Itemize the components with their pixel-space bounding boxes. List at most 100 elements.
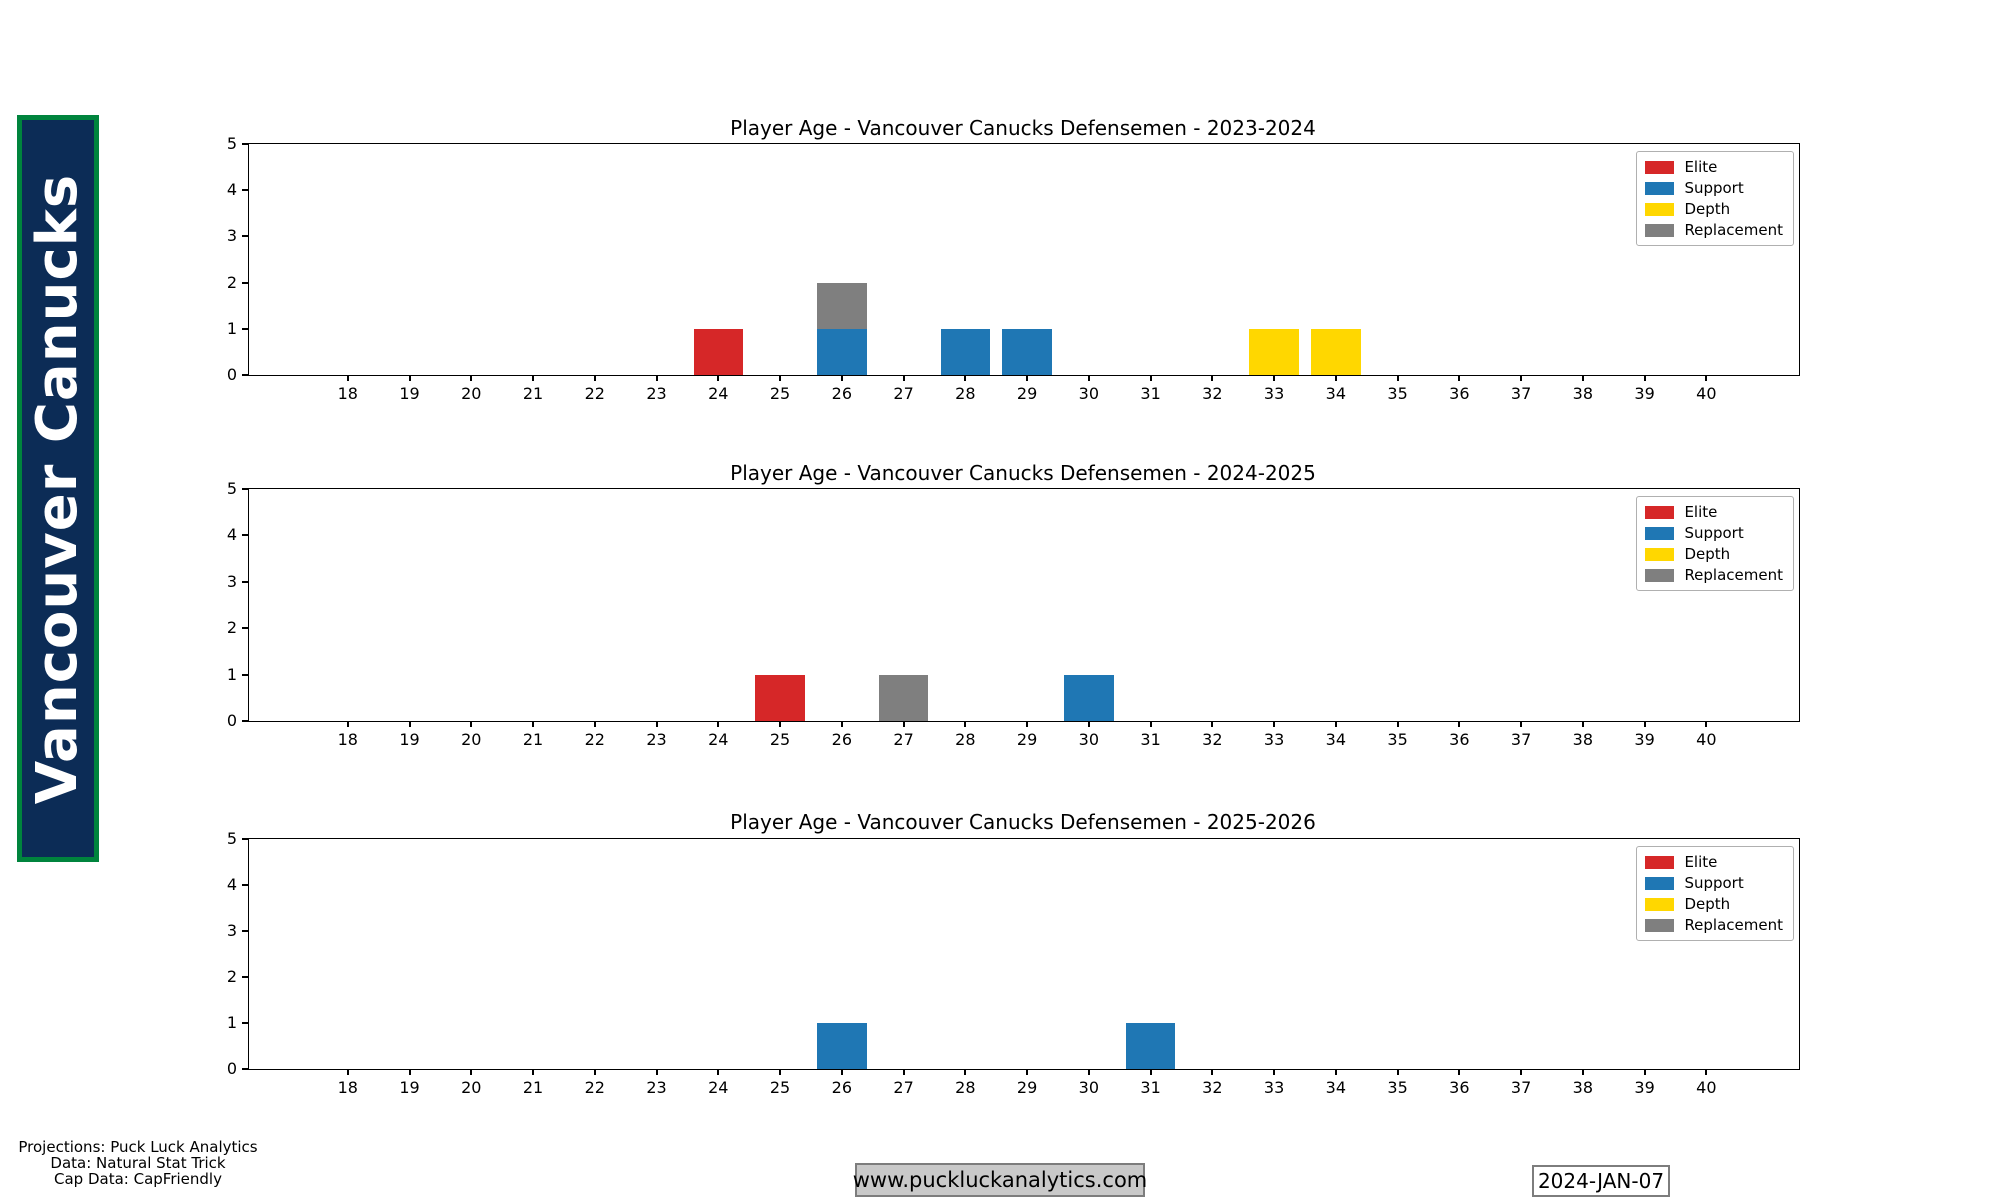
x-axis-tick-label: 28 — [955, 730, 976, 749]
x-axis-tick — [717, 1070, 720, 1075]
legend-swatch-replacement — [1645, 568, 1675, 582]
y-axis-tick-label: 2 — [226, 618, 237, 638]
x-axis-tick-label: 39 — [1634, 730, 1655, 749]
x-axis-tick — [1396, 376, 1399, 381]
x-axis-tick — [655, 376, 658, 381]
legend-label: Elite — [1684, 158, 1718, 176]
y-axis-tick — [242, 374, 248, 376]
x-axis-tick-label: 22 — [584, 730, 605, 749]
x-axis-tick — [346, 1070, 349, 1075]
x-axis-tick-label: 20 — [461, 1078, 482, 1097]
footer-credits: Projections: Puck Luck Analytics Data: N… — [12, 1139, 264, 1187]
y-axis-tick — [242, 1068, 248, 1070]
legend-item: Replacement — [1645, 566, 1783, 584]
bar-support-age-31 — [1125, 1023, 1176, 1069]
x-axis-tick-label: 18 — [337, 1078, 358, 1097]
x-axis-tick — [1396, 1070, 1399, 1075]
x-axis-tick-label: 20 — [461, 384, 482, 403]
y-axis-tick — [242, 189, 248, 192]
x-axis-tick-label: 25 — [769, 1078, 791, 1097]
x-axis-tick — [1334, 722, 1337, 727]
x-axis-tick — [1334, 376, 1337, 381]
x-axis-tick-label: 32 — [1202, 730, 1223, 749]
y-axis-tick-label: 5 — [226, 134, 237, 153]
x-axis-tick — [840, 376, 843, 381]
y-axis-tick — [242, 580, 248, 583]
legend-swatch-support — [1645, 526, 1675, 540]
x-axis-tick-label: 30 — [1078, 730, 1099, 749]
x-axis-tick-label: 36 — [1449, 1078, 1470, 1097]
x-axis-tick — [1581, 722, 1584, 727]
bar-support-age-28 — [940, 328, 991, 375]
x-axis-tick-label: 31 — [1140, 1078, 1161, 1097]
x-axis-tick-label: 25 — [769, 730, 791, 749]
y-axis-tick — [242, 627, 248, 630]
x-axis-tick — [1087, 722, 1090, 727]
x-axis-tick — [408, 722, 411, 727]
x-axis-tick — [717, 722, 720, 727]
y-axis-tick-label: 5 — [226, 479, 237, 498]
x-axis-tick-label: 28 — [955, 384, 976, 403]
x-axis-tick-label: 31 — [1140, 384, 1161, 403]
x-axis-tick-label: 35 — [1387, 384, 1408, 403]
chart-title-2023-2024: Player Age - Vancouver Canucks Defenseme… — [730, 116, 1316, 140]
y-axis-tick-label: 0 — [226, 711, 237, 730]
legend-swatch-replacement — [1645, 918, 1675, 932]
y-axis-tick — [242, 235, 248, 238]
x-axis-tick — [717, 376, 720, 381]
x-axis-tick — [593, 722, 596, 727]
y-axis-tick — [242, 143, 248, 145]
x-axis-tick — [964, 722, 967, 727]
x-axis-tick-label: 20 — [461, 730, 482, 749]
x-axis-tick-label: 19 — [399, 384, 420, 403]
x-axis-tick-label: 35 — [1387, 730, 1408, 749]
y-axis-tick-label: 1 — [226, 1013, 237, 1032]
x-axis-tick-label: 37 — [1510, 1078, 1532, 1097]
footer-credit-data: Data: Natural Stat Trick — [50, 1154, 226, 1172]
bar-support-age-26 — [817, 328, 867, 375]
legend-item: Depth — [1645, 545, 1783, 563]
bar-elite-age-25 — [755, 674, 805, 721]
x-axis-tick-label: 30 — [1078, 384, 1099, 403]
y-axis-tick — [242, 673, 248, 676]
x-axis-tick — [964, 1070, 967, 1075]
x-axis-tick-label: 39 — [1634, 384, 1655, 403]
x-axis-tick — [1643, 722, 1646, 727]
legend-label: Depth — [1684, 545, 1731, 563]
x-axis-tick — [1458, 722, 1461, 727]
x-axis-tick — [1520, 1070, 1523, 1075]
x-axis-tick — [1705, 722, 1708, 727]
y-axis-tick — [242, 327, 248, 330]
y-axis-tick — [242, 488, 248, 490]
x-axis-tick — [346, 376, 349, 381]
date-label: 2024-JAN-07 — [1537, 1169, 1665, 1193]
chart-title-2024-2025: Player Age - Vancouver Canucks Defenseme… — [730, 461, 1316, 485]
bar-replacement-age-26 — [817, 282, 867, 329]
x-axis-tick-label: 33 — [1263, 730, 1285, 749]
legend-swatch-elite — [1645, 505, 1675, 519]
x-axis-tick — [408, 376, 411, 381]
legend-swatch-elite — [1645, 160, 1675, 174]
x-axis-tick-label: 29 — [1016, 384, 1038, 403]
x-axis-tick — [779, 376, 782, 381]
legend-item: Support — [1645, 874, 1783, 892]
y-axis-tick — [242, 281, 248, 284]
legend-label: Depth — [1684, 895, 1731, 913]
legend-label: Support — [1684, 874, 1744, 892]
x-axis-tick-label: 29 — [1016, 1078, 1038, 1097]
team-banner-text: Vancouver Canucks — [25, 173, 90, 804]
legend-label: Replacement — [1684, 916, 1783, 934]
y-axis-tick — [242, 534, 248, 537]
x-axis-tick-label: 23 — [646, 1078, 667, 1097]
x-axis-tick-label: 24 — [708, 1078, 729, 1097]
x-axis-tick — [532, 722, 535, 727]
x-axis-tick-label: 40 — [1696, 384, 1717, 403]
legend-label: Elite — [1684, 853, 1718, 871]
bar-support-age-26 — [817, 1023, 867, 1069]
x-axis-tick — [1520, 722, 1523, 727]
x-axis-tick — [408, 1070, 411, 1075]
legend-swatch-support — [1645, 876, 1675, 890]
y-axis-tick-label: 3 — [226, 921, 237, 940]
legend-item: Replacement — [1645, 916, 1783, 934]
x-axis-tick — [1705, 1070, 1708, 1075]
